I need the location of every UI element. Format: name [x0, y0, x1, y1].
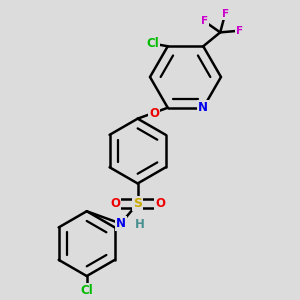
- Text: N: N: [198, 101, 208, 114]
- Text: F: F: [201, 16, 208, 26]
- Text: Cl: Cl: [146, 37, 159, 50]
- Text: Cl: Cl: [80, 284, 93, 297]
- Text: O: O: [110, 197, 120, 210]
- Text: S: S: [133, 197, 142, 210]
- Text: F: F: [222, 9, 229, 19]
- Text: O: O: [149, 107, 159, 120]
- Text: O: O: [155, 197, 165, 210]
- Text: H: H: [135, 218, 145, 231]
- Text: F: F: [236, 26, 243, 36]
- Text: N: N: [116, 217, 126, 230]
